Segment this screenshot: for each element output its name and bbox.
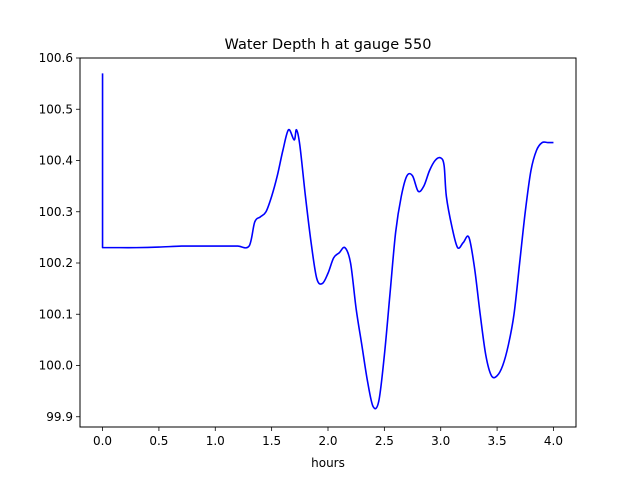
x-tick-label: 2.0: [318, 434, 337, 448]
series-group: [101, 73, 554, 410]
x-tick-label: 3.0: [431, 434, 450, 448]
y-axis-ticks: 99.9 100.0 100.1 100.2 100.3 100.4 100.5 100.6: [39, 51, 80, 424]
x-tick-label: 0.0: [93, 434, 112, 448]
y-tick-label: 100.5: [39, 102, 73, 116]
x-axis-ticks: 0.0 0.5 1.0 1.5 2.0 2.5 3.0 3.5 4.0: [93, 427, 563, 448]
x-tick-label: 1.5: [262, 434, 281, 448]
plot-area-background: [80, 58, 576, 427]
x-tick-label: 2.5: [375, 434, 394, 448]
series-line: [101, 73, 554, 410]
y-tick-label: 100.2: [39, 256, 73, 270]
x-tick-label: 4.0: [544, 434, 563, 448]
y-tick-label: 100.4: [39, 154, 73, 168]
y-tick-label: 100.6: [39, 51, 73, 65]
x-axis-label: hours: [311, 456, 345, 470]
x-tick-label: 1.0: [206, 434, 225, 448]
plot-frame: [79, 57, 577, 428]
x-tick-label: 3.5: [488, 434, 507, 448]
y-tick-label: 100.1: [39, 307, 73, 321]
chart-title: Water Depth h at gauge 550: [225, 37, 432, 53]
y-tick-label: 99.9: [46, 410, 73, 424]
y-tick-label: 100.3: [39, 205, 73, 219]
y-tick-label: 100.0: [39, 359, 73, 373]
x-tick-label: 0.5: [149, 434, 168, 448]
